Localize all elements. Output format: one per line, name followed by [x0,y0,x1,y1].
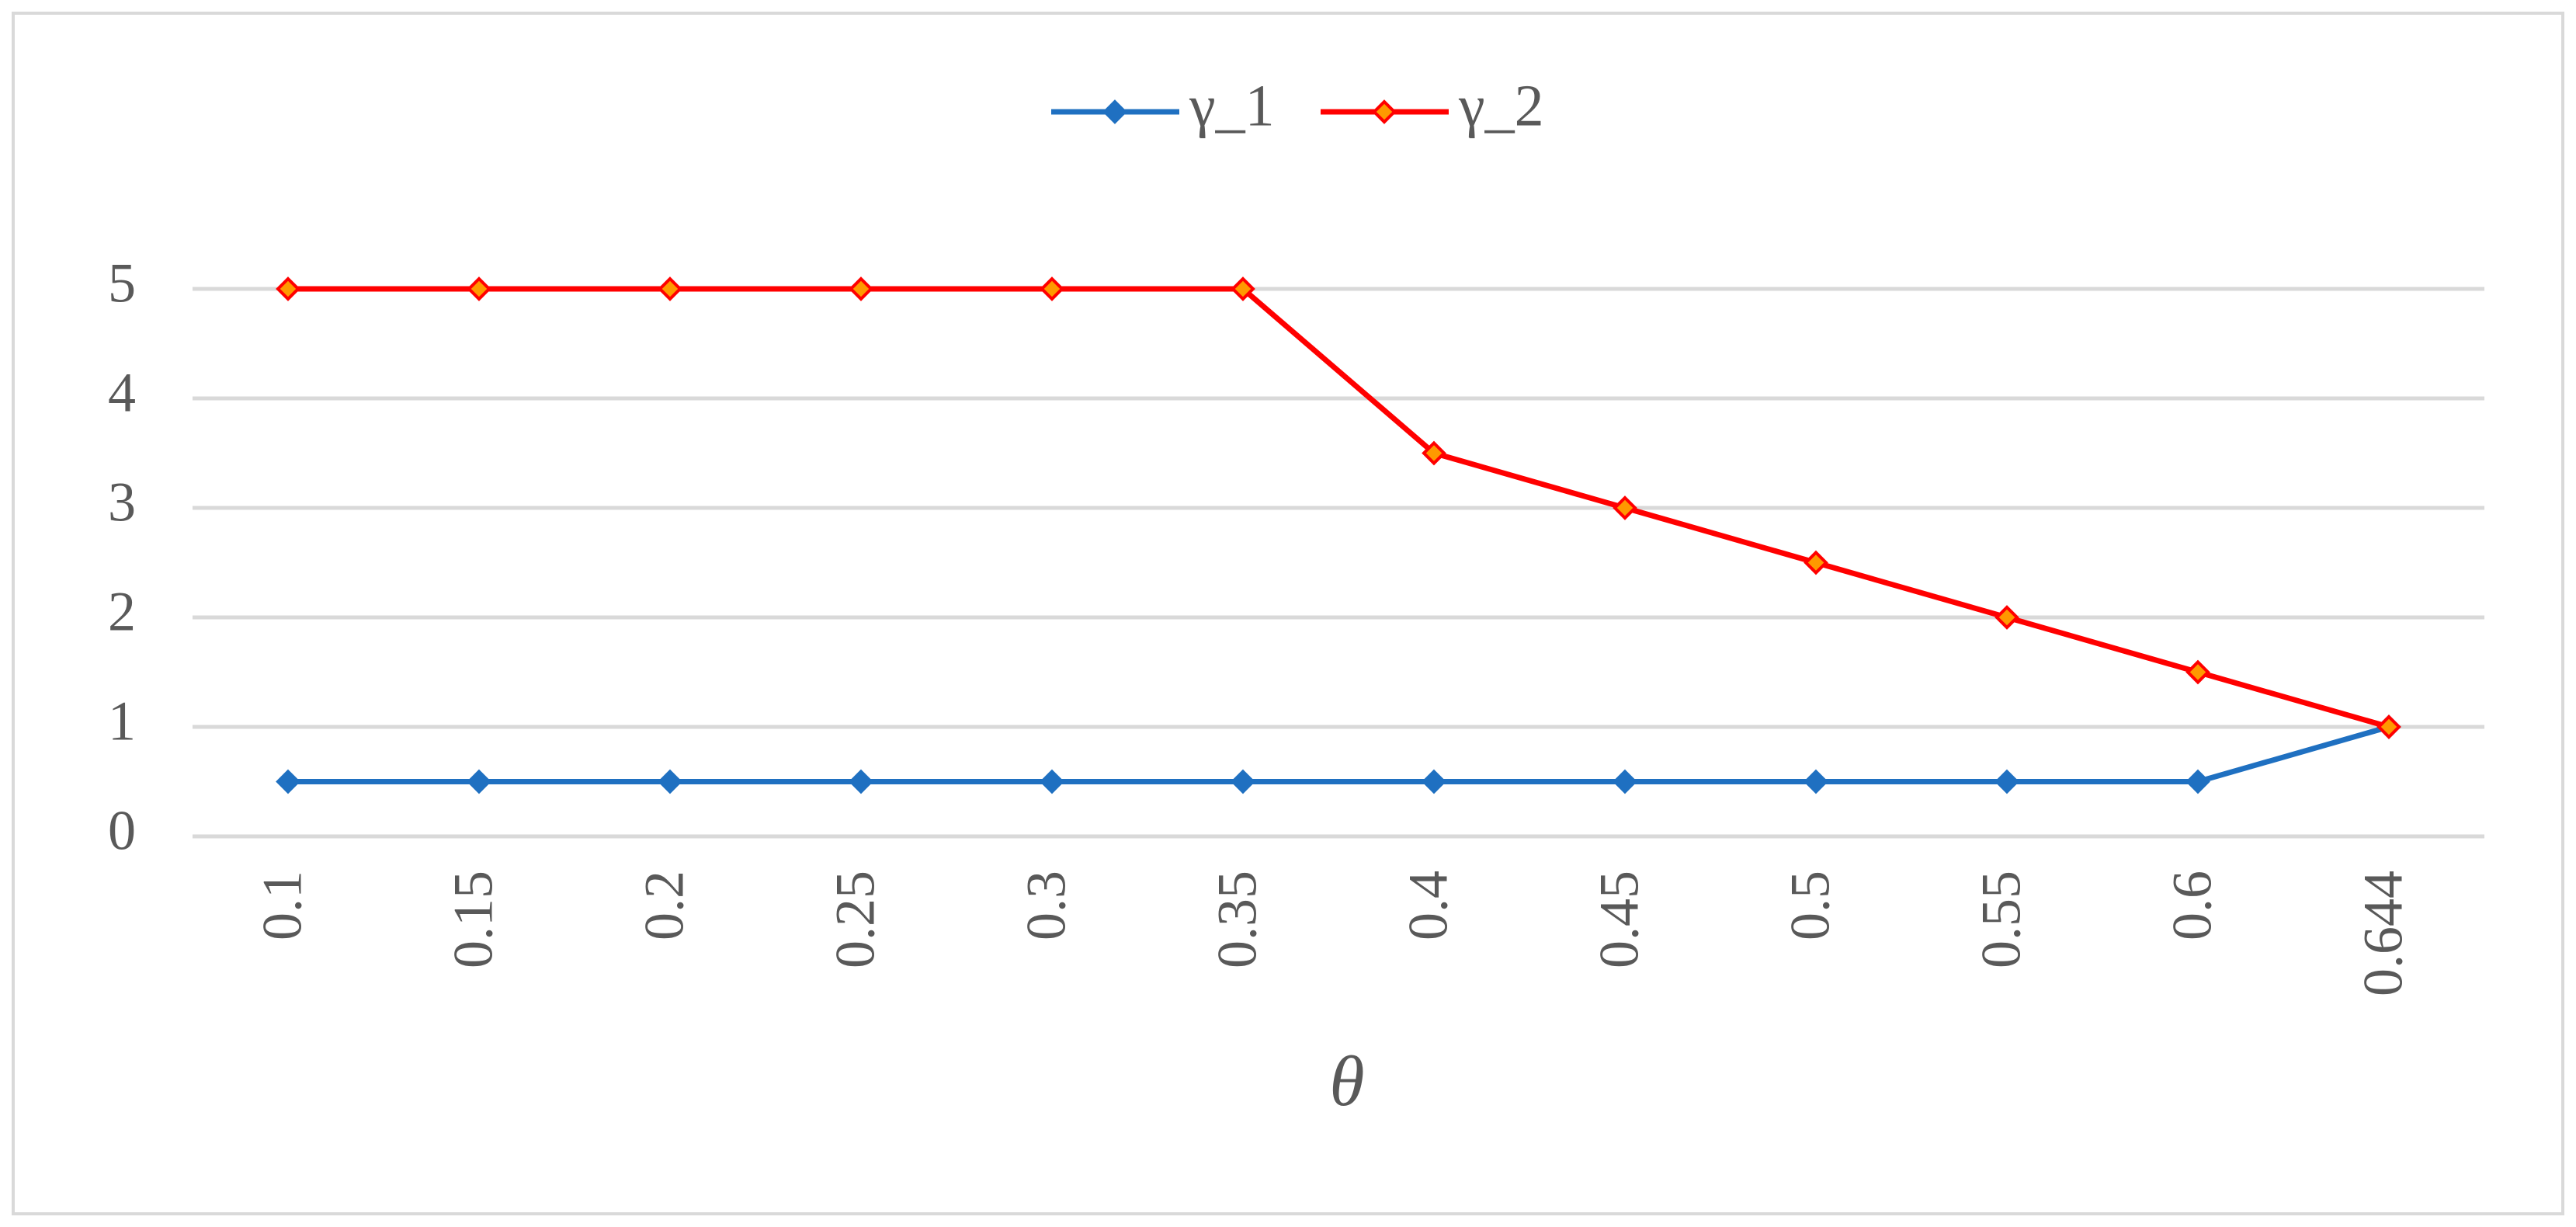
series-line [288,724,2390,784]
y-tick-label: 2 [108,581,136,643]
point-marker [1040,276,1064,301]
x-tick-label: 0.15 [443,871,505,968]
point-marker [1231,769,1255,794]
point-marker [658,276,682,301]
x-tick-label: 0.35 [1206,871,1269,968]
point-marker [467,276,491,301]
legend-label: γ_2 [1458,73,1544,138]
x-tick-label: 0.5 [1779,871,1842,940]
x-axis-title: θ [1329,1041,1364,1121]
x-tick-label: 0.3 [1015,871,1078,940]
y-tick-label: 5 [108,252,136,315]
point-marker [1613,495,1637,520]
point-marker [1804,769,1828,794]
point-marker [1994,769,2019,794]
point-marker [2185,659,2210,685]
point-marker [1040,769,1064,794]
chart-border [12,12,2564,1215]
x-tick-label: 0.1 [252,871,314,940]
point-marker [276,769,300,794]
x-tick-label: 0.25 [825,871,887,968]
point-marker [2376,714,2401,739]
x-tick-label: 0.45 [1588,871,1651,968]
y-tick-label: 4 [108,362,136,424]
y-tick-label: 3 [108,471,136,534]
y-tick-label: 0 [108,800,136,862]
point-marker [1231,276,1255,301]
point-marker [1994,605,2019,630]
point-marker [849,276,873,301]
series-line [288,286,2390,730]
point-marker [1422,440,1446,466]
point-marker [658,769,682,794]
x-tick-label: 0.4 [1397,871,1460,940]
x-tick-label: 0.6 [2161,871,2224,940]
x-tick-label: 0.2 [634,871,696,940]
legend-marker [1102,99,1127,124]
legend-label: γ_1 [1189,73,1275,138]
point-marker [849,769,873,794]
point-marker [1422,769,1446,794]
legend-marker [1372,99,1397,124]
point-marker [1613,769,1637,794]
x-tick-label: 0.644 [2352,871,2415,996]
point-marker [2185,769,2210,794]
point-marker [1804,550,1828,575]
point-marker [276,276,300,301]
y-tick-label: 1 [108,690,136,753]
point-marker [467,769,491,794]
x-tick-label: 0.55 [1970,871,2033,968]
